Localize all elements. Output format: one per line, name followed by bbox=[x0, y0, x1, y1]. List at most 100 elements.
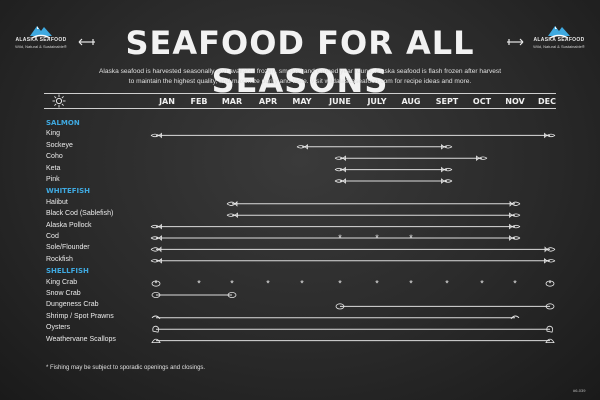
shrimp-icon bbox=[510, 315, 520, 320]
shrimp-icon bbox=[151, 315, 161, 320]
fish-icon bbox=[150, 132, 162, 139]
intro-text: Alaska seafood is harvested seasonally a… bbox=[50, 67, 550, 87]
logo-tagline: Wild, Natural & Sustainable® bbox=[15, 44, 67, 49]
fish-icon bbox=[509, 223, 521, 230]
flatfish-icon bbox=[150, 246, 162, 253]
fish-icon bbox=[544, 132, 556, 139]
alaska-seafood-logo-left: ALASKA SEAFOOD Wild, Natural & Sustainab… bbox=[12, 22, 70, 56]
species-label: Sockeye bbox=[46, 141, 73, 149]
species-label: Weathervane Scallops bbox=[46, 335, 116, 343]
footnote: * Fishing may be subject to sporadic ope… bbox=[46, 365, 206, 371]
crab-icon bbox=[545, 303, 555, 310]
table-divider bbox=[44, 93, 556, 94]
species-label: Keta bbox=[46, 164, 61, 172]
sporadic-asterisk: * bbox=[375, 233, 379, 243]
species-label: Alaska Pollock bbox=[46, 221, 92, 229]
sporadic-asterisk: * bbox=[548, 279, 552, 289]
species-label: Shrimp / Spot Prawns bbox=[46, 312, 114, 320]
month-label: DEC bbox=[538, 97, 556, 106]
species-label: Oysters bbox=[46, 324, 71, 332]
species-label: Rockfish bbox=[46, 255, 73, 263]
fish-icon bbox=[544, 257, 556, 264]
sporadic-asterisk: * bbox=[338, 233, 342, 243]
sporadic-asterisk: * bbox=[266, 279, 270, 289]
fish-icon bbox=[441, 166, 453, 173]
species-label: Snow Crab bbox=[46, 290, 81, 297]
oyster-icon bbox=[152, 325, 160, 333]
species-label: Dungeness Crab bbox=[46, 301, 99, 309]
crab-icon bbox=[151, 280, 161, 287]
sun-icon bbox=[52, 94, 66, 108]
fish-icon bbox=[296, 143, 308, 150]
species-label: King bbox=[46, 130, 61, 138]
crab-icon bbox=[335, 303, 345, 310]
flatfish-icon bbox=[509, 200, 521, 207]
species-label: Black Cod (Sablefish) bbox=[46, 210, 114, 218]
group-title: WHITEFISH bbox=[46, 187, 91, 196]
anchor-icon bbox=[78, 38, 95, 46]
month-label: MAR bbox=[221, 97, 243, 106]
crab-icon bbox=[227, 291, 237, 298]
table-divider bbox=[44, 108, 556, 109]
fish-icon bbox=[334, 155, 346, 162]
group-title: SALMON bbox=[46, 119, 80, 127]
flatfish-icon bbox=[544, 246, 556, 253]
month-label: AUG bbox=[401, 97, 421, 106]
month-label: MAY bbox=[292, 97, 312, 106]
sporadic-asterisk: * bbox=[338, 279, 342, 289]
sporadic-asterisk: * bbox=[513, 279, 517, 289]
flatfish-icon bbox=[226, 200, 238, 207]
intro-line: to maintain the highest quality, and max… bbox=[128, 78, 472, 85]
species-label: Coho bbox=[46, 153, 63, 161]
month-label: OCT bbox=[472, 97, 492, 106]
month-label: JAN bbox=[159, 97, 175, 106]
sporadic-asterisk: * bbox=[480, 279, 484, 289]
species-label: Pink bbox=[46, 176, 60, 183]
fish-icon bbox=[509, 235, 521, 241]
sporadic-asterisk: * bbox=[409, 233, 413, 243]
scallop-icon bbox=[151, 338, 161, 343]
alaska-seafood-logo-right: ALASKA SEAFOOD Wild, Natural & Sustainab… bbox=[530, 22, 588, 56]
fish-icon bbox=[334, 166, 346, 173]
species-label: King Crab bbox=[46, 278, 78, 286]
fish-icon bbox=[441, 143, 453, 150]
fish-icon bbox=[226, 212, 238, 219]
logo-name: ALASKA SEAFOOD bbox=[15, 37, 67, 43]
month-label: NOV bbox=[505, 97, 525, 106]
month-label: JULY bbox=[367, 97, 387, 106]
fish-icon bbox=[150, 235, 162, 241]
logo-name: ALASKA SEAFOOD bbox=[533, 37, 585, 43]
mountain-fish-logo-icon bbox=[548, 26, 570, 39]
fish-icon bbox=[476, 155, 488, 162]
sporadic-asterisk: * bbox=[154, 279, 158, 289]
fish-icon bbox=[150, 223, 162, 230]
fish-icon bbox=[509, 212, 521, 219]
crab-icon bbox=[151, 291, 161, 298]
page-title: SEAFOOD FOR ALL SEASONS bbox=[125, 24, 475, 100]
month-label: JUNE bbox=[329, 97, 351, 106]
month-label: APR bbox=[258, 97, 278, 106]
species-label: Cod bbox=[46, 233, 59, 240]
oyster-icon bbox=[546, 325, 554, 333]
scallop-icon bbox=[545, 338, 555, 343]
fish-icon bbox=[441, 178, 453, 184]
intro-line: Alaska seafood is harvested seasonally a… bbox=[98, 68, 502, 75]
fish-icon bbox=[150, 257, 162, 264]
sporadic-asterisk: * bbox=[409, 279, 413, 289]
sporadic-asterisk: * bbox=[230, 279, 234, 289]
poster-code: #6-039 bbox=[573, 388, 586, 393]
crab-icon bbox=[545, 280, 555, 287]
species-label: Sole/Flounder bbox=[46, 244, 90, 252]
fish-icon bbox=[334, 178, 346, 184]
species-label: Halibut bbox=[46, 198, 68, 206]
sporadic-asterisk: * bbox=[445, 279, 449, 289]
sporadic-asterisk: * bbox=[375, 279, 379, 289]
logo-tagline: Wild, Natural & Sustainable® bbox=[533, 44, 585, 49]
anchor-icon bbox=[507, 38, 524, 46]
sporadic-asterisk: * bbox=[197, 279, 201, 289]
mountain-fish-logo-icon bbox=[30, 26, 52, 39]
month-label: SEPT bbox=[435, 97, 459, 106]
group-title: SHELLFISH bbox=[46, 267, 89, 276]
